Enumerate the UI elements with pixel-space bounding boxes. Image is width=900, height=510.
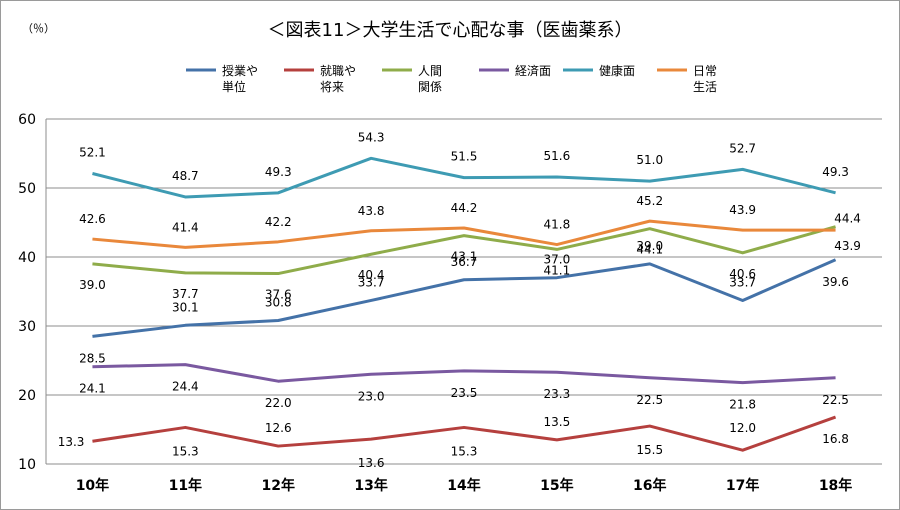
- x-tick-label: 12年: [261, 477, 294, 494]
- data-label: 37.0: [544, 253, 571, 267]
- x-tick-label: 14年: [447, 477, 480, 494]
- data-label: 22.5: [822, 393, 849, 407]
- data-label: 52.1: [79, 146, 106, 160]
- y-axis: 60 50 40 30 20 10: [18, 112, 47, 473]
- data-label: 44.4: [834, 212, 861, 226]
- data-label: 43.1: [451, 250, 478, 264]
- x-tick-label: 18年: [819, 477, 852, 494]
- data-label: 22.5: [636, 393, 663, 407]
- data-label: 16.8: [822, 432, 849, 446]
- legend-label: 生活: [693, 80, 717, 94]
- data-label: 42.2: [265, 215, 292, 229]
- data-label: 42.6: [79, 212, 106, 226]
- data-label: 43.9: [834, 239, 861, 253]
- series-line-5: [92, 219, 836, 249]
- x-tick-label: 11年: [169, 477, 202, 494]
- data-label: 33.7: [729, 275, 756, 289]
- data-label: 44.1: [636, 243, 663, 257]
- data-label: 15.3: [451, 444, 478, 458]
- legend-label: 就職や: [320, 64, 356, 78]
- data-label: 12.0: [729, 421, 756, 435]
- data-label: 23.3: [544, 387, 571, 401]
- data-label: 24.1: [79, 382, 106, 396]
- legend-label: 授業や: [222, 63, 258, 78]
- y-tick-label: 50: [18, 181, 36, 197]
- data-label: 37.7: [172, 287, 199, 301]
- data-label: 40.6: [729, 267, 756, 281]
- x-tick-label: 15年: [540, 477, 573, 494]
- data-label: 24.4: [172, 380, 199, 394]
- data-label: 48.7: [172, 169, 199, 183]
- data-label: 52.7: [729, 141, 756, 155]
- y-tick-label: 20: [18, 388, 36, 404]
- data-label: 44.2: [451, 201, 478, 215]
- legend-label: 日常: [693, 64, 717, 78]
- series-line-1: [92, 415, 837, 452]
- data-label: 43.9: [729, 203, 756, 217]
- data-label: 51.0: [636, 153, 663, 167]
- data-label: 41.4: [172, 220, 199, 234]
- data-label: 13.5: [544, 415, 571, 429]
- data-label: 33.7: [358, 275, 385, 289]
- data-label: 13.6: [358, 456, 385, 470]
- legend-label: 関係: [418, 80, 442, 94]
- data-label: 39.6: [822, 275, 849, 289]
- data-label: 15.5: [636, 443, 663, 457]
- data-label: 49.3: [265, 165, 292, 179]
- data-label: 22.0: [265, 396, 292, 410]
- y-unit-label: （％）: [22, 22, 55, 35]
- series-line-3: [92, 363, 836, 385]
- legend-label: 経済面: [515, 63, 551, 78]
- data-label: 28.5: [79, 351, 106, 365]
- data-label: 39.0: [79, 278, 106, 292]
- data-label: 49.3: [822, 165, 849, 179]
- legend-label: 人間: [418, 64, 442, 78]
- x-tick-label: 17年: [726, 477, 759, 494]
- data-label: 13.3: [58, 435, 85, 449]
- x-tick-label: 13年: [354, 477, 387, 494]
- series-line-4: [92, 156, 836, 199]
- data-label: 23.5: [451, 386, 478, 400]
- data-label: 45.2: [636, 194, 663, 208]
- series-line-2: [92, 225, 836, 276]
- x-axis: 10年 11年 12年 13年 14年 15年 16年 17年 18年: [76, 477, 853, 494]
- data-label: 21.8: [729, 398, 756, 412]
- data-label: 30.8: [265, 295, 292, 309]
- data-label: 36.7: [451, 255, 478, 269]
- x-tick-label: 16年: [633, 477, 666, 494]
- y-tick-label: 60: [18, 112, 36, 128]
- data-label: 37.6: [265, 288, 292, 302]
- data-label: 54.3: [358, 130, 385, 144]
- data-label: 51.5: [451, 150, 478, 164]
- series-line-0: [92, 258, 837, 338]
- data-label: 41.1: [544, 263, 571, 277]
- legend-label: 将来: [320, 80, 344, 94]
- chart-title: ＜図表11＞大学生活で心配な事（医歯薬系）: [268, 20, 633, 41]
- data-label: 39.0: [636, 239, 663, 253]
- data-label: 51.6: [544, 149, 571, 163]
- y-tick-label: 30: [18, 319, 36, 335]
- x-tick-label: 10年: [76, 477, 109, 494]
- data-label: 15.3: [172, 444, 199, 458]
- data-labels: 28.5 30.1 30.8 33.7 36.7 37.0 39.0 33.7 39.6 13.3…: [58, 130, 861, 470]
- data-label: 41.8: [544, 218, 571, 232]
- data-label: 23.0: [358, 389, 385, 403]
- data-label: 30.1: [172, 300, 199, 314]
- data-label: 40.4: [358, 268, 385, 282]
- series-group: [92, 156, 837, 452]
- legend-label: 単位: [222, 79, 246, 94]
- data-label: 43.8: [358, 204, 385, 218]
- y-tick-label: 40: [18, 250, 36, 266]
- y-tick-label: 10: [18, 457, 36, 473]
- data-label: 12.6: [265, 421, 292, 435]
- legend-label: 健康面: [599, 63, 635, 78]
